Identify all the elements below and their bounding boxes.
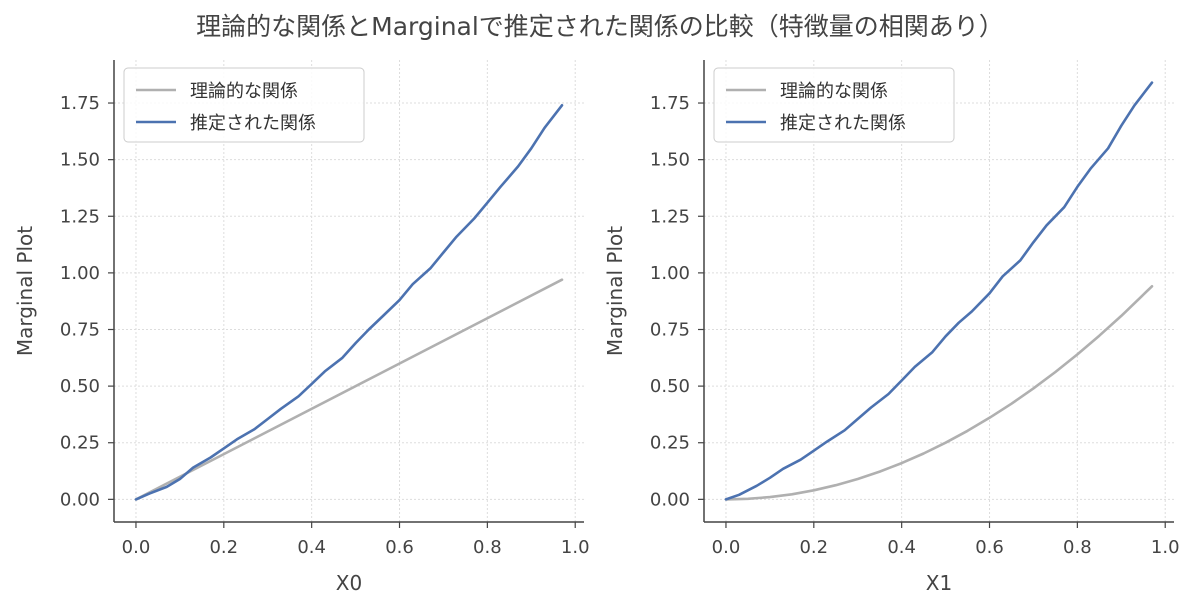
x-tick-label: 0.4 (297, 537, 326, 558)
x-tick-label: 0.0 (712, 537, 741, 558)
y-tick-label: 1.00 (60, 263, 100, 284)
y-tick-label: 1.00 (650, 263, 690, 284)
x-axis-label: X1 (926, 571, 952, 595)
y-tick-label: 0.50 (60, 376, 100, 397)
x-tick-label: 0.4 (887, 537, 916, 558)
x-tick-label: 0.6 (975, 537, 1004, 558)
x-tick-label: 0.8 (473, 537, 502, 558)
x-tick-label: 0.2 (209, 537, 238, 558)
y-tick-label: 1.50 (60, 150, 100, 171)
y-tick-label: 0.00 (650, 489, 690, 510)
y-tick-label: 0.25 (650, 433, 690, 454)
x-tick-label: 0.8 (1063, 537, 1092, 558)
series-line-theoretical (134, 278, 564, 501)
legend-box (713, 67, 955, 143)
y-tick-label: 0.00 (60, 489, 100, 510)
series-line-theoretical (724, 284, 1154, 501)
y-axis-label: Marginal Plot (13, 226, 37, 356)
x-tick-label: 0.0 (122, 537, 151, 558)
x-tick-label: 0.6 (385, 537, 414, 558)
y-axis-label: Marginal Plot (603, 226, 627, 356)
series-line-estimated (134, 104, 564, 501)
y-tick-label: 0.25 (60, 433, 100, 454)
x-tick-label: 1.0 (561, 537, 590, 558)
series-line-estimated (724, 81, 1154, 501)
y-tick-label: 1.75 (650, 93, 690, 114)
legend-label: 理論的な関係 (780, 81, 888, 102)
y-tick-label: 1.25 (60, 206, 100, 227)
legend-box (123, 67, 365, 143)
legend-label: 推定された関係 (780, 113, 906, 134)
subplot-x0: 0.0 0.2 0.4 0.6 0.8 1.0 0.00 0.25 0.50 0.75 1.00 1.… (13, 60, 590, 595)
y-tick-label: 1.50 (650, 150, 690, 171)
figure-title: 理論的な関係とMarginalで推定された関係の比較（特徴量の相関あり） (196, 12, 1004, 41)
x-axis-label: X0 (336, 571, 362, 595)
x-tick-label: 1.0 (1151, 537, 1180, 558)
y-tick-label: 1.75 (60, 93, 100, 114)
y-tick-label: 0.75 (60, 320, 100, 341)
x-tick-label: 0.2 (799, 537, 828, 558)
y-tick-label: 1.25 (650, 206, 690, 227)
legend-label: 理論的な関係 (190, 81, 298, 102)
legend-label: 推定された関係 (190, 113, 316, 134)
y-tick-label: 0.75 (650, 320, 690, 341)
y-tick-label: 0.50 (650, 376, 690, 397)
subplot-x1: 0.0 0.2 0.4 0.6 0.8 1.0 0.00 0.25 0.50 0.75 1.00 1.… (603, 60, 1180, 595)
